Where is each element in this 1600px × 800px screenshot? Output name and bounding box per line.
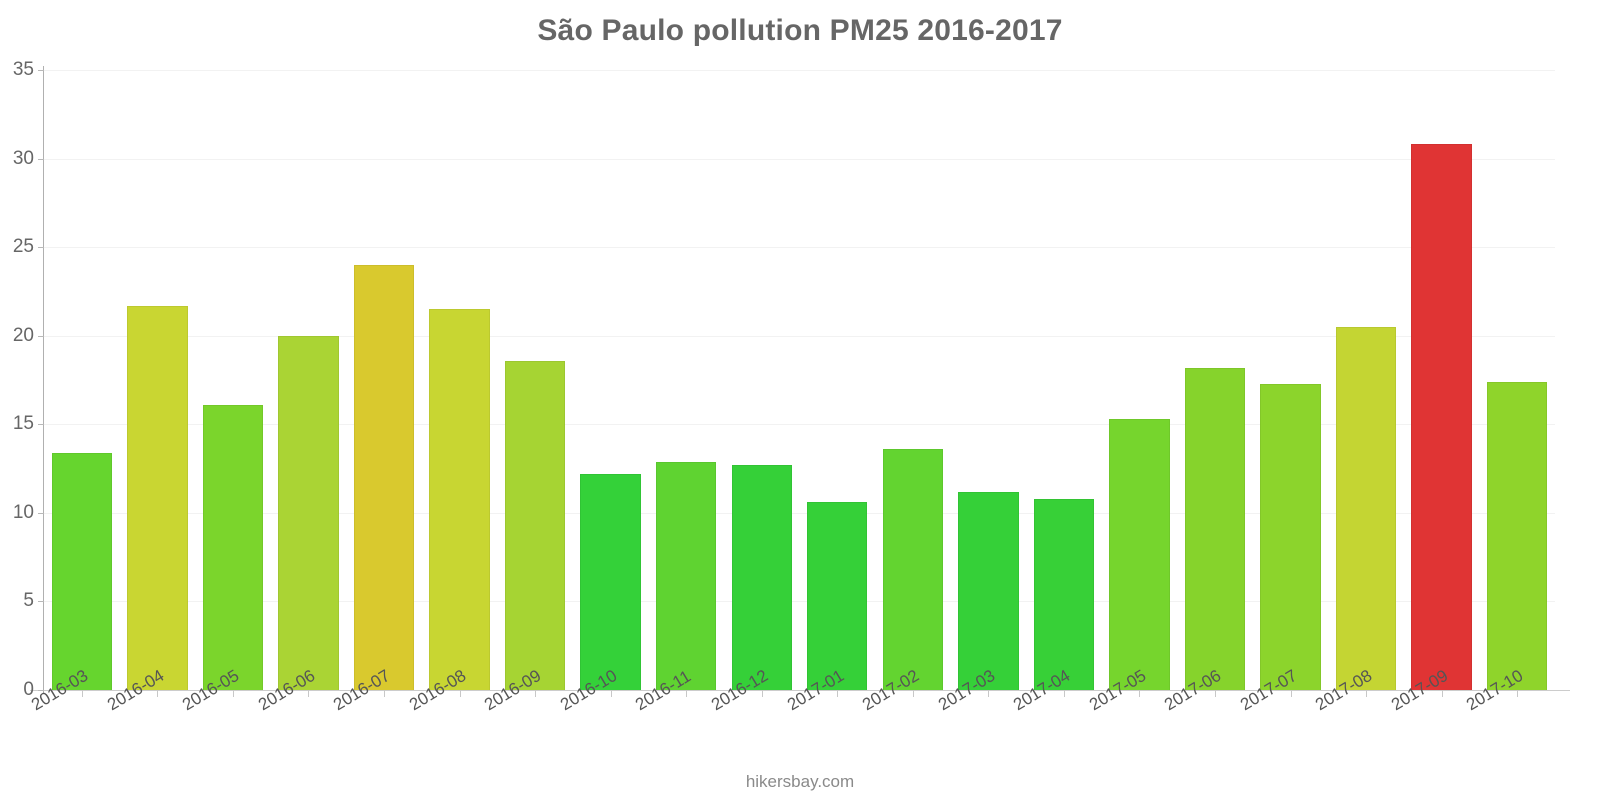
gridline <box>44 424 1555 426</box>
y-axis-tick-mark <box>38 512 44 514</box>
y-axis-tick-mark <box>38 690 44 691</box>
bar[interactable] <box>504 360 566 690</box>
x-axis-tick-mark <box>535 690 537 697</box>
bar[interactable] <box>353 264 415 690</box>
y-axis-tick-label: 25 <box>12 236 34 258</box>
x-axis-tick-mark <box>1441 690 1443 697</box>
x-axis-tick-mark <box>1366 690 1368 697</box>
bar[interactable] <box>429 309 490 690</box>
source-credit: hikersbay.com <box>745 772 855 791</box>
x-axis-tick-mark <box>383 690 385 697</box>
x-axis-tick-mark <box>308 690 310 697</box>
bar[interactable] <box>51 452 112 690</box>
y-axis-tick-label: 35 <box>12 59 34 80</box>
y-axis-tick-label: 20 <box>12 324 34 346</box>
x-axis-tick-mark <box>837 690 839 697</box>
x-axis-tick-mark <box>81 690 83 697</box>
x-axis-tick-mark <box>157 690 159 697</box>
bar[interactable] <box>807 502 868 690</box>
bar[interactable] <box>278 335 339 690</box>
y-axis-tick-mark <box>38 70 44 71</box>
y-axis-tick-label: 10 <box>12 501 34 523</box>
x-axis-tick-mark <box>1517 690 1519 697</box>
x-axis-tick-mark <box>1063 690 1065 697</box>
y-axis-tick-label: 5 <box>23 590 34 612</box>
x-axis-tick-mark <box>232 690 234 697</box>
bar[interactable] <box>1109 418 1170 690</box>
x-axis-tick-mark <box>1290 690 1292 697</box>
bar[interactable] <box>1335 326 1397 690</box>
bar[interactable] <box>731 465 792 690</box>
gridline <box>44 70 1555 71</box>
x-axis-line <box>30 690 1570 691</box>
gridline <box>44 158 1555 160</box>
gridline <box>44 601 1555 603</box>
x-axis-tick-mark <box>1215 690 1217 697</box>
y-axis-tick-label: 0 <box>23 679 34 700</box>
chart-title: São Paulo pollution PM25 2016-2017 <box>537 14 1063 47</box>
gridline <box>44 247 1555 249</box>
x-axis-tick-mark <box>988 690 990 697</box>
x-axis-tick-mark <box>912 690 914 697</box>
y-axis-tick-mark <box>38 247 44 249</box>
bar[interactable] <box>202 404 264 690</box>
y-axis-tick-mark <box>38 158 44 160</box>
bar[interactable] <box>127 305 188 690</box>
y-axis-tick-mark <box>38 601 44 603</box>
x-axis-tick-mark <box>1139 690 1141 697</box>
x-axis-tick-mark <box>610 690 612 697</box>
bar[interactable] <box>1260 383 1321 690</box>
bar[interactable] <box>1033 498 1095 690</box>
x-axis-tick-mark <box>459 690 461 697</box>
bar[interactable] <box>1184 367 1246 690</box>
x-axis-tick-mark <box>686 690 688 697</box>
bar[interactable] <box>1411 144 1472 690</box>
y-axis-tick-label: 30 <box>12 147 34 169</box>
x-axis-tick-mark <box>761 690 763 697</box>
gridline <box>44 512 1555 514</box>
gridline <box>44 335 1555 337</box>
bar[interactable] <box>580 473 641 690</box>
bar[interactable] <box>655 461 717 690</box>
y-axis-tick-mark <box>38 335 44 337</box>
y-axis-tick-label: 15 <box>12 413 34 435</box>
plot-area <box>44 70 1555 690</box>
y-axis-tick-mark <box>38 424 44 426</box>
y-axis-line <box>43 66 44 694</box>
bar[interactable] <box>1487 381 1548 690</box>
bar[interactable] <box>882 449 944 690</box>
bar[interactable] <box>958 491 1019 690</box>
